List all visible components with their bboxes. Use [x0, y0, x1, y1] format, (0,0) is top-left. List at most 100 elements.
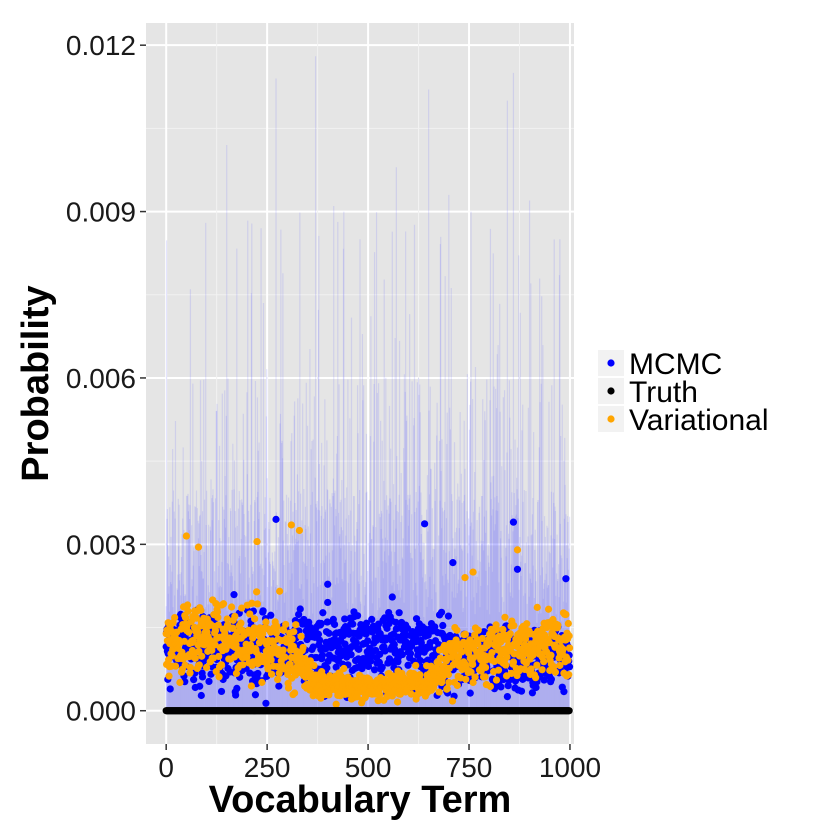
variational-point — [247, 682, 255, 690]
variational-point — [416, 671, 424, 679]
variational-point — [202, 663, 211, 672]
mcmc-point — [324, 598, 332, 607]
mcmc-point — [497, 683, 505, 691]
mcmc-point — [416, 656, 424, 665]
variational-point — [191, 654, 199, 662]
mcmc-point — [509, 518, 518, 526]
variational-point — [292, 621, 300, 629]
mcmc-point — [395, 609, 403, 617]
mcmc-point — [349, 620, 357, 628]
variational-point — [183, 601, 192, 609]
variational-point — [462, 675, 470, 683]
mcmc-point — [504, 682, 512, 690]
variational-point — [494, 666, 503, 674]
variational-point — [550, 663, 558, 671]
mcmc-point — [259, 607, 267, 615]
mcmc-point — [355, 645, 363, 653]
variational-point — [237, 619, 245, 627]
mcmc-point — [317, 619, 325, 628]
variational-point — [488, 649, 496, 657]
variational-point — [273, 622, 281, 630]
y-tick-label: 0.000 — [66, 696, 136, 727]
variational-point — [248, 599, 256, 607]
mcmc-point — [392, 618, 400, 626]
mcmc-point — [217, 687, 226, 696]
variational-point — [232, 669, 241, 678]
mcmc-point — [480, 628, 488, 636]
variational-point — [565, 644, 574, 652]
variational-point — [474, 640, 482, 648]
x-axis: 0 250 500 750 1000 — [158, 744, 601, 783]
mcmc-point — [364, 637, 372, 645]
variational-point — [551, 668, 560, 676]
variational-point — [467, 668, 475, 676]
variational-point — [171, 662, 180, 670]
variational-point — [197, 606, 205, 615]
variational-point — [466, 636, 474, 644]
x-tick-label: 0 — [158, 752, 174, 783]
mcmc-point — [325, 629, 333, 637]
variational-point — [556, 661, 564, 670]
variational-point — [310, 662, 318, 670]
variational-point — [238, 604, 246, 612]
variational-point — [448, 697, 457, 705]
variational-point — [340, 664, 348, 673]
mcmc-point — [316, 636, 324, 644]
variational-point — [284, 684, 293, 692]
data-points — [162, 515, 574, 715]
variational-point — [181, 614, 190, 622]
variational-point — [239, 661, 247, 669]
variational-point — [562, 610, 570, 619]
mcmc-point — [388, 593, 396, 601]
mcmc-point — [362, 619, 371, 627]
variational-point — [527, 665, 535, 673]
variational-point — [492, 676, 501, 684]
mcmc-point — [318, 651, 327, 659]
variational-point — [286, 660, 294, 668]
variational-point — [288, 635, 296, 643]
variational-point — [217, 661, 226, 669]
variational-point — [243, 653, 251, 661]
variational-point — [469, 660, 477, 669]
mcmc-point — [205, 677, 213, 686]
variational-point — [523, 620, 531, 628]
mcmc-point — [352, 638, 360, 647]
variational-point — [554, 621, 562, 629]
variational-point — [453, 626, 461, 634]
mcmc-point — [406, 650, 415, 658]
variational-point — [264, 665, 272, 673]
variational-point — [510, 621, 518, 630]
mcmc-point — [565, 663, 574, 671]
variational-point — [165, 672, 173, 680]
truth-point — [565, 707, 573, 715]
variational-point — [194, 543, 203, 551]
variational-point — [544, 605, 553, 613]
y-tick-label: 0.009 — [66, 197, 136, 228]
mcmc-point — [230, 591, 238, 599]
mcmc-point — [381, 647, 389, 655]
variational-point — [228, 603, 236, 611]
mcmc-point — [376, 650, 384, 658]
mcmc-point — [251, 691, 260, 699]
variational-point — [253, 537, 261, 546]
mcmc-point — [503, 692, 511, 701]
variational-point — [501, 613, 509, 621]
variational-point — [279, 646, 287, 654]
variational-point — [461, 630, 469, 638]
variational-point — [564, 656, 572, 664]
mcmc-point — [528, 689, 537, 697]
variational-point — [540, 658, 548, 666]
mcmc-point — [332, 663, 340, 671]
variational-point — [219, 600, 228, 608]
variational-point — [212, 599, 220, 608]
mcmc-point — [431, 623, 439, 631]
variational-point — [281, 653, 289, 661]
mcmc-point — [370, 666, 379, 674]
mcmc-point — [341, 615, 349, 623]
mcmc-point — [358, 664, 366, 673]
variational-point — [280, 626, 288, 634]
y-tick-label: 0.012 — [66, 30, 136, 61]
variational-point — [246, 641, 255, 649]
mcmc-point — [446, 631, 454, 640]
variational-point — [393, 698, 402, 706]
